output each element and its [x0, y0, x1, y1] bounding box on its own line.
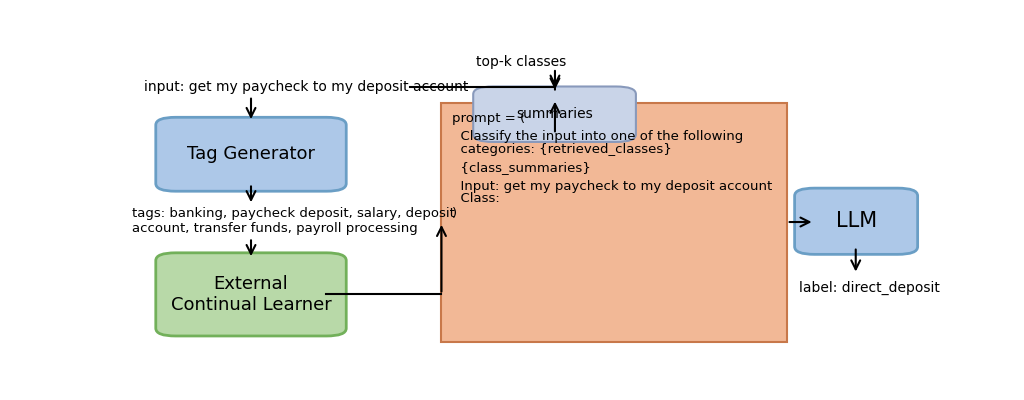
Text: label: direct_deposit: label: direct_deposit [799, 281, 939, 295]
Text: input: get my paycheck to my deposit account: input: get my paycheck to my deposit acc… [143, 80, 468, 94]
FancyBboxPatch shape [486, 92, 609, 132]
Text: summaries: summaries [516, 107, 593, 121]
Text: Class:: Class: [452, 192, 500, 205]
Text: LLM: LLM [836, 211, 877, 231]
Text: Tag Generator: Tag Generator [187, 145, 315, 163]
FancyBboxPatch shape [441, 104, 786, 342]
FancyBboxPatch shape [156, 117, 346, 191]
Text: ): ) [452, 207, 457, 220]
Text: top-k classes: top-k classes [476, 55, 566, 69]
Text: {class_summaries}: {class_summaries} [452, 161, 591, 174]
Text: External
Continual Learner: External Continual Learner [171, 275, 332, 314]
FancyBboxPatch shape [795, 188, 918, 254]
Text: prompt = (: prompt = ( [452, 112, 525, 125]
FancyBboxPatch shape [156, 253, 346, 336]
Text: Classify the input into one of the following: Classify the input into one of the follo… [452, 130, 743, 143]
FancyBboxPatch shape [479, 89, 602, 129]
Text: Input: get my paycheck to my deposit account: Input: get my paycheck to my deposit acc… [452, 180, 772, 192]
Text: categories: {retrieved_classes}: categories: {retrieved_classes} [452, 142, 672, 156]
FancyBboxPatch shape [473, 86, 636, 142]
Text: tags: banking, paycheck deposit, salary, deposit
account, transfer funds, payrol: tags: banking, paycheck deposit, salary,… [132, 207, 455, 235]
